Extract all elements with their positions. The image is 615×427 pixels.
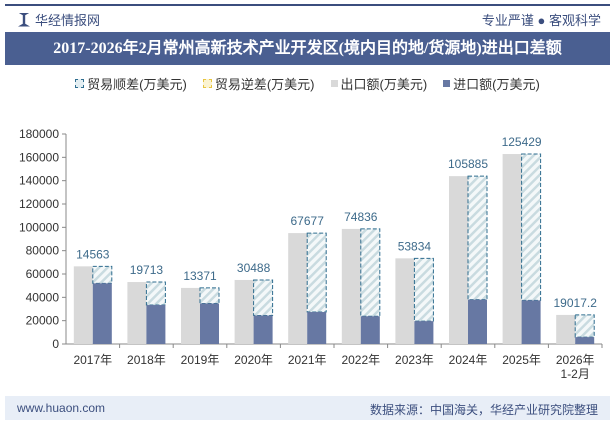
legend-swatch (202, 79, 212, 88)
x-tick-label: 2019年 (181, 353, 220, 367)
import-bar (92, 283, 112, 344)
export-bar (73, 266, 93, 344)
surplus-label: 67677 (291, 214, 325, 228)
x-tick-label: 2025年 (502, 353, 541, 367)
surplus-label: 30488 (237, 261, 271, 275)
import-bar (146, 305, 166, 344)
surplus-bar (574, 314, 595, 338)
import-bar (414, 321, 434, 344)
import-bar (575, 337, 595, 344)
surplus-label: 14563 (76, 247, 110, 261)
export-bar (127, 282, 147, 344)
slogan: 专业严谨 ● 客观科学 (481, 13, 601, 28)
legend: 贸易顺差(万美元) 贸易逆差(万美元) 出口额(万美元) 进口额(万美元) (0, 74, 615, 93)
export-bar (502, 154, 522, 344)
x-tick-label: 2021年 (288, 353, 327, 367)
y-tick-label: 120000 (19, 197, 59, 211)
legend-label: 进口额(万美元) (453, 77, 540, 92)
import-bar (253, 315, 273, 344)
y-tick-label: 80000 (26, 244, 60, 258)
legend-import: 进口额(万美元) (443, 74, 540, 93)
chart-title: 2017-2026年2月常州高新技术产业开发区(境内目的地/货源地)进出口差额 (5, 32, 610, 65)
import-bar (521, 300, 541, 344)
x-tick-label: 2017年 (73, 353, 112, 367)
surplus-label: 53834 (398, 239, 432, 253)
x-tick-label: 2026年 (556, 353, 595, 367)
legend-export: 出口额(万美元) (330, 74, 428, 93)
export-bar (341, 228, 361, 344)
legend-swatch (75, 79, 85, 88)
import-bar (307, 312, 327, 344)
brand: 华经情报网 (18, 10, 100, 29)
export-bar (556, 314, 576, 344)
surplus-bar (199, 287, 220, 305)
surplus-label: 19713 (130, 263, 164, 277)
y-tick-label: 40000 (26, 290, 60, 304)
export-bar (395, 258, 415, 344)
y-tick-label: 0 (52, 337, 59, 351)
legend-deficit: 贸易逆差(万美元) (202, 74, 315, 93)
website-link[interactable]: www.huaon.com (17, 401, 106, 415)
legend-label: 贸易逆差(万美元) (214, 77, 315, 92)
export-bar (288, 233, 308, 344)
footer: www.huaon.com 数据来源：中国海关，华经产业研究院整理 (5, 396, 610, 420)
legend-surplus: 贸易顺差(万美元) (75, 74, 187, 93)
surplus-label: 74836 (344, 210, 378, 224)
x-tick-label: 2024年 (449, 353, 488, 367)
x-tick-label: 1-2月 (561, 367, 590, 381)
y-tick-label: 60000 (26, 267, 60, 281)
y-tick-label: 180000 (19, 127, 59, 141)
top-divider (5, 4, 610, 6)
surplus-bar (92, 265, 113, 284)
legend-swatch (443, 80, 451, 87)
x-tick-label: 2020年 (234, 353, 273, 367)
import-bar (200, 303, 219, 344)
x-tick-label: 2023年 (395, 353, 434, 367)
surplus-bar (253, 279, 274, 317)
legend-label: 贸易顺差(万美元) (87, 77, 187, 92)
y-tick-label: 140000 (19, 174, 59, 188)
surplus-bar (521, 153, 542, 301)
y-tick-label: 20000 (26, 314, 60, 328)
import-bar (360, 316, 380, 344)
surplus-label: 125429 (502, 135, 542, 149)
export-bar (449, 176, 468, 344)
export-bar (181, 287, 200, 344)
x-tick-label: 2022年 (341, 353, 380, 367)
y-tick-label: 100000 (19, 220, 59, 234)
surplus-bar (360, 228, 381, 317)
x-tick-label: 2018年 (127, 353, 166, 367)
y-tick-label: 160000 (19, 150, 59, 164)
data-source: 数据来源：中国海关，华经产业研究院整理 (369, 403, 598, 417)
surplus-bar (413, 257, 434, 322)
import-bar (468, 299, 487, 344)
surplus-bar (145, 281, 166, 306)
surplus-label: 19017.2 (554, 296, 598, 310)
surplus-bar (467, 175, 488, 301)
brand-name: 华经情报网 (35, 13, 101, 28)
legend-swatch (330, 80, 338, 87)
legend-label: 出口额(万美元) (340, 77, 428, 92)
surplus-label: 105885 (448, 157, 488, 171)
export-bar (234, 279, 254, 344)
surplus-label: 13371 (183, 269, 217, 283)
surplus-bar (306, 232, 327, 313)
